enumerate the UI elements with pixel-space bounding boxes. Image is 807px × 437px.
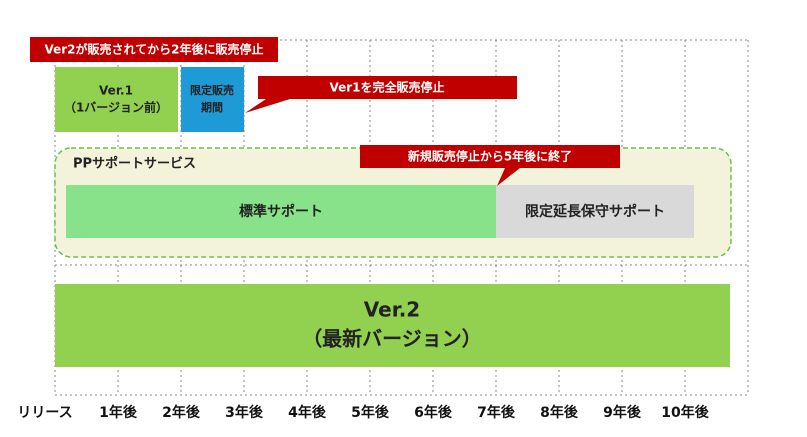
callout-text: Ver2が販売されてから2年後に販売停止: [44, 42, 263, 57]
extended-support-box: [496, 185, 694, 238]
ver2-subtitle: （最新バージョン）: [302, 327, 482, 351]
limited-sale-line2: 期間: [201, 100, 223, 114]
limited-sale-line1: 限定販売: [190, 83, 234, 97]
timeline-label: 2年後: [162, 404, 201, 421]
callout-ver2-release: [30, 37, 278, 62]
ver1-title: Ver.1: [99, 84, 133, 98]
callout-support-end: [360, 145, 620, 186]
timeline-label: 4年後: [288, 404, 327, 421]
callout-ver1-stop: [245, 76, 517, 113]
ver1-box: [55, 67, 178, 132]
callout-text: 新規販売停止から5年後に終了: [408, 149, 572, 164]
ver1-subtitle: （1バージョン前）: [64, 100, 168, 115]
timeline-label: 10年後: [661, 404, 709, 421]
timeline-label: 7年後: [477, 404, 516, 421]
timeline-axis: リリース 1年後 2年後 3年後 4年後 5年後 6年後 7年後 8年後 9年後 10年後: [17, 404, 709, 421]
timeline-label: 1年後: [99, 404, 138, 421]
standard-support-label: 標準サポート: [239, 203, 323, 220]
timeline-label: 6年後: [414, 404, 453, 421]
timeline-label: リリース: [17, 405, 72, 421]
limited-sale-box: [181, 67, 244, 132]
timeline-label: 3年後: [225, 404, 264, 421]
ver2-title: Ver.2: [364, 298, 420, 322]
timeline-label: 8年後: [540, 404, 579, 421]
pp-service-title: PPサポートサービス: [73, 156, 196, 172]
timeline-label: 9年後: [603, 404, 642, 421]
standard-support-box: [66, 185, 496, 238]
callout-text: Ver1を完全販売停止: [329, 80, 444, 95]
ver2-box: [55, 284, 730, 367]
timeline-label: 5年後: [351, 404, 390, 421]
extended-support-label: 限定延長保守サポート: [525, 203, 665, 220]
